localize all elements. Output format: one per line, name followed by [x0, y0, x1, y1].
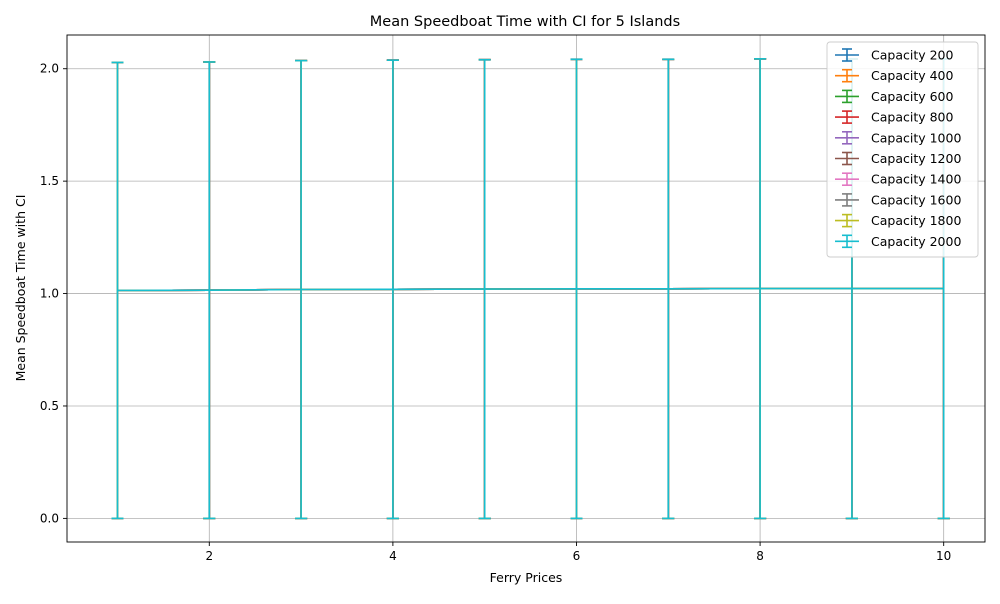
y-tick-label: 1.5 [40, 174, 59, 188]
legend-label: Capacity 1400 [871, 172, 961, 187]
y-axis-label: Mean Speedboat Time with CI [13, 195, 28, 382]
x-tick-label: 4 [389, 549, 397, 563]
x-tick-label: 8 [756, 549, 764, 563]
legend-item: Capacity 1400 [835, 172, 961, 187]
legend-item: Capacity 1800 [835, 213, 961, 228]
x-tick-label: 6 [573, 549, 581, 563]
legend-label: Capacity 2000 [871, 234, 961, 249]
y-tick-label: 0.0 [40, 511, 59, 525]
legend-item: Capacity 800 [835, 110, 954, 125]
legend-label: Capacity 200 [871, 48, 954, 63]
legend-label: Capacity 600 [871, 89, 954, 104]
legend: Capacity 200 Capacity 400 Capacity 600 Capa… [826, 41, 979, 258]
legend-item: Capacity 1200 [835, 151, 961, 166]
legend-item: Capacity 1600 [835, 192, 961, 207]
plot-frame [66, 34, 986, 543]
ticks-layer: 2 4 6 8 10 0.0 0.5 1.0 1.5 2.0 [40, 62, 951, 563]
y-tick-label: 2.0 [40, 62, 59, 76]
legend-item: Capacity 1000 [835, 130, 961, 145]
x-tick-label: 10 [936, 549, 951, 563]
chart-title: Mean Speedboat Time with CI for 5 Island… [370, 14, 680, 30]
legend-label: Capacity 1200 [871, 151, 961, 166]
series-line [117, 287, 944, 292]
legend-item: Capacity 400 [835, 68, 954, 83]
legend-label: Capacity 1800 [871, 213, 961, 228]
x-axis-label: Ferry Prices [490, 570, 563, 585]
x-tick-label: 2 [205, 549, 213, 563]
series-10 [111, 58, 950, 520]
legend-item: Capacity 200 [835, 48, 954, 63]
legend-label: Capacity 800 [871, 110, 954, 125]
legend-label: Capacity 1000 [871, 130, 961, 145]
legend-box [826, 41, 979, 258]
y-tick-label: 0.5 [40, 399, 59, 413]
y-tick-label: 1.0 [40, 287, 59, 301]
legend-item: Capacity 2000 [835, 234, 961, 249]
legend-label: Capacity 400 [871, 68, 954, 83]
legend-label: Capacity 1600 [871, 192, 961, 207]
legend-item: Capacity 600 [835, 89, 954, 104]
